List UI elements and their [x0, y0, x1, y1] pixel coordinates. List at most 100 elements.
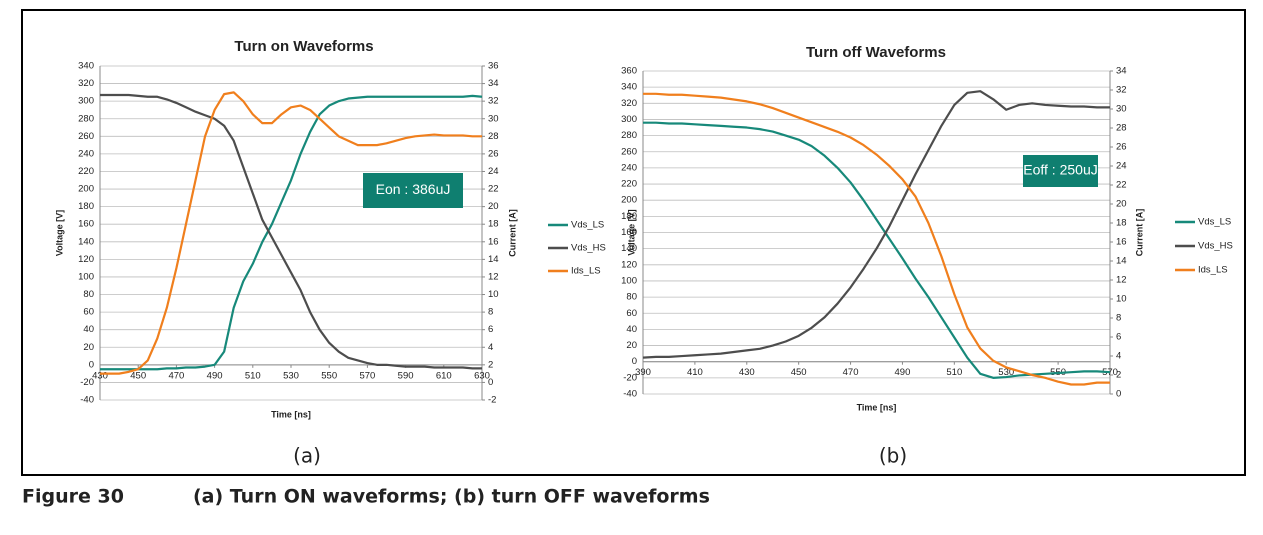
series-line: [100, 93, 482, 370]
y-tick-label: 20: [83, 342, 94, 353]
y2-tick-label: 12: [1116, 275, 1127, 286]
y2-tick-label: 6: [488, 324, 493, 335]
legend-label: Vds_LS: [1198, 217, 1231, 228]
x-tick-label: 590: [398, 370, 414, 381]
series-line: [642, 90, 1110, 359]
y-tick-label: 220: [621, 179, 637, 190]
annotation: Eoff : 250uJ: [1023, 162, 1097, 178]
y-tick-label: 200: [78, 184, 94, 195]
y2-tick-label: 10: [488, 289, 499, 300]
x-tick-label: 570: [359, 370, 375, 381]
y2-tick-label: 18: [1116, 218, 1127, 229]
y-tick-label: 160: [621, 227, 637, 238]
y-tick-label: -40: [623, 389, 637, 400]
series-line: [100, 91, 482, 375]
figure-caption: (a) Turn ON waveforms; (b) turn OFF wave…: [193, 486, 710, 508]
x-tick-label: 450: [791, 367, 807, 378]
legend-label: Ids_LS: [571, 266, 601, 277]
y-tick-label: 80: [83, 289, 94, 300]
annotation-box: [363, 173, 463, 208]
y-tick-label: 60: [626, 308, 637, 319]
y2-tick-label: 6: [1116, 332, 1121, 343]
y-tick-label: 280: [78, 113, 94, 124]
y-tick-label: 60: [83, 307, 94, 318]
y-tick-label: 20: [626, 340, 637, 351]
y2-tick-label: 2: [1116, 370, 1121, 381]
y-tick-label: 240: [621, 162, 637, 173]
y-tick-label: 100: [621, 275, 637, 286]
y-tick-label: 200: [621, 195, 637, 206]
x-tick-label: 430: [739, 367, 755, 378]
chart-title: Turn on Waveforms: [234, 38, 373, 55]
panel-label: (b): [879, 444, 907, 468]
y2-tick-label: 14: [488, 254, 499, 265]
y2-tick-label: 0: [488, 377, 493, 388]
y-tick-label: 320: [78, 78, 94, 89]
panel-label: (a): [293, 444, 321, 468]
y2-axis-label: Current [A]: [507, 209, 517, 257]
y2-tick-label: 4: [488, 342, 493, 353]
y-tick-label: 120: [78, 254, 94, 265]
x-tick-label: 510: [245, 370, 261, 381]
y2-tick-label: 22: [488, 184, 499, 195]
y2-tick-label: 26: [488, 148, 499, 159]
y2-tick-label: 30: [488, 113, 499, 124]
y2-tick-label: 14: [1116, 256, 1127, 267]
y-tick-label: 140: [621, 243, 637, 254]
y2-tick-label: 2: [488, 359, 493, 370]
y-tick-label: 300: [621, 114, 637, 125]
y2-tick-label: 24: [488, 166, 499, 177]
y2-tick-label: 8: [488, 307, 493, 318]
y2-tick-label: 20: [1116, 199, 1127, 210]
legend-label: Vds_LS: [571, 220, 604, 231]
y2-tick-label: 28: [1116, 123, 1127, 134]
y-tick-label: 320: [621, 98, 637, 109]
y2-tick-label: 26: [1116, 142, 1127, 153]
x-tick-label: 470: [843, 367, 859, 378]
series-line: [643, 92, 1110, 386]
series-line: [100, 94, 483, 371]
x-tick-label: 410: [687, 367, 703, 378]
chart-title: Turn off Waveforms: [806, 44, 946, 61]
y-tick-label: 340: [78, 61, 94, 72]
x-tick-label: 450: [130, 370, 146, 381]
legend-label: Ids_LS: [1198, 265, 1228, 276]
y-tick-label: 360: [621, 66, 637, 77]
y2-tick-label: 18: [488, 219, 499, 230]
x-tick-label: 490: [895, 367, 911, 378]
x-tick-label: 550: [321, 370, 337, 381]
y-tick-label: 0: [89, 359, 94, 370]
y-axis-label: Voltage [V]: [54, 210, 64, 256]
x-tick-label: 390: [635, 367, 651, 378]
y2-tick-label: 32: [488, 96, 499, 107]
y2-tick-label: 22: [1116, 180, 1127, 191]
x-tick-label: 470: [168, 370, 184, 381]
y-tick-label: 40: [83, 324, 94, 335]
y2-tick-label: 20: [488, 201, 499, 212]
x-axis-label: Time [ns]: [271, 409, 311, 419]
y2-tick-label: 24: [1116, 161, 1127, 172]
y2-tick-label: 34: [1116, 66, 1127, 77]
y-tick-label: -40: [80, 395, 94, 406]
y-tick-label: 240: [78, 148, 94, 159]
y-tick-label: 40: [626, 324, 637, 335]
y2-tick-label: 32: [1116, 85, 1127, 96]
y-axis-label: Voltage [V]: [626, 209, 636, 255]
annotation: Eon : 386uJ: [376, 181, 451, 197]
y-tick-label: 120: [621, 259, 637, 270]
y2-tick-label: 30: [1116, 104, 1127, 115]
x-tick-label: 630: [474, 370, 490, 381]
x-tick-label: 430: [92, 370, 108, 381]
x-tick-label: 490: [207, 370, 223, 381]
y-tick-label: -20: [623, 372, 637, 383]
legend-label: Vds_HS: [571, 243, 606, 254]
y-tick-label: 340: [621, 82, 637, 93]
y-tick-label: 160: [78, 219, 94, 230]
y-tick-label: 260: [621, 146, 637, 157]
x-tick-label: 530: [283, 370, 299, 381]
y-tick-label: -20: [80, 377, 94, 388]
y2-tick-label: 16: [1116, 237, 1127, 248]
x-tick-label: 510: [946, 367, 962, 378]
